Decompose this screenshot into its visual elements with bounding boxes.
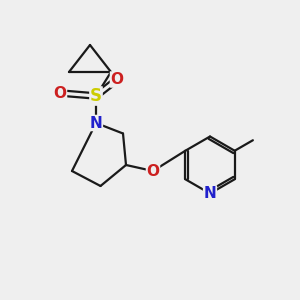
Text: N: N (90, 116, 102, 130)
Text: O: O (53, 85, 67, 100)
Text: S: S (90, 87, 102, 105)
Text: O: O (146, 164, 160, 178)
Text: O: O (110, 72, 124, 87)
Text: N: N (204, 186, 216, 201)
